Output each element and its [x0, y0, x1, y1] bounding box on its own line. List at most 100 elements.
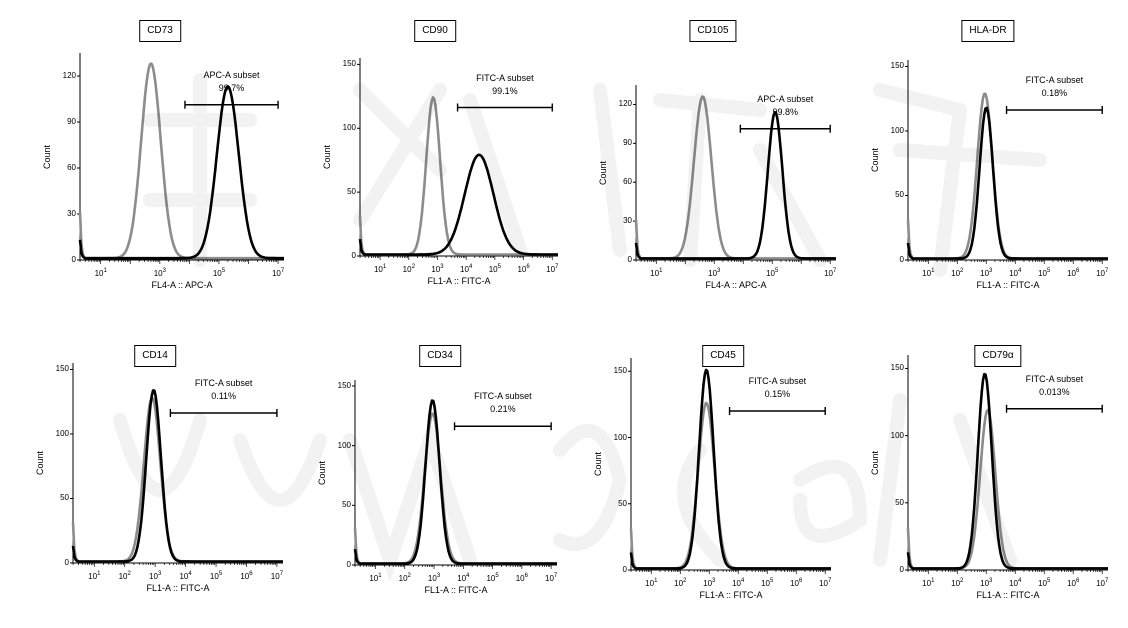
- x-tick-exponent: 1: [931, 268, 935, 274]
- gate-name: FITC-A subset: [1025, 75, 1084, 85]
- x-tick-exponent: 7: [553, 573, 558, 579]
- x-tick-label: 104: [457, 573, 470, 583]
- x-tick-exponent: 5: [1047, 578, 1051, 584]
- y-tick-label: 0: [899, 565, 904, 574]
- x-tick-label: 107: [545, 573, 558, 583]
- histogram-control: [353, 412, 557, 565]
- x-tick-label: 106: [240, 571, 253, 581]
- x-axis-label: FL1-A :: FITC-A: [427, 276, 491, 286]
- x-tick-exponent: 3: [162, 268, 166, 274]
- gate-name: FITC-A subset: [474, 391, 532, 402]
- x-tick-label: 106: [1067, 578, 1080, 588]
- y-tick-label: 0: [64, 558, 69, 567]
- x-tick-label: 107: [546, 264, 559, 274]
- x-tick-label: 103: [431, 264, 444, 274]
- gate-percentage: 0.11%: [211, 391, 237, 401]
- y-tick-label: 90: [623, 138, 632, 148]
- x-tick-exponent: 1: [931, 578, 935, 584]
- x-tick-exponent: 3: [989, 268, 993, 274]
- y-tick-label: 0: [627, 255, 632, 264]
- x-tick-exponent: 1: [654, 578, 658, 584]
- plot-svg: [628, 358, 832, 574]
- x-tick-label: 101: [94, 268, 107, 278]
- gate-percentage: 99.7%: [218, 82, 245, 93]
- x-tick-label: 103: [153, 268, 166, 278]
- x-tick-label: 103: [980, 268, 993, 278]
- histogram-sample: [629, 368, 832, 570]
- y-tick-label: 120: [618, 99, 632, 109]
- x-tick-exponent: 7: [555, 264, 559, 270]
- panel-title: CD105: [689, 20, 737, 42]
- gate-name: FITC-A subset: [748, 376, 807, 386]
- gate-name: APC-A subset: [203, 69, 260, 80]
- x-tick-exponent: 6: [798, 578, 803, 584]
- plot-svg: [357, 58, 559, 260]
- y-tick-label: 150: [337, 380, 351, 390]
- x-tick-exponent: 2: [960, 578, 964, 584]
- y-axis-label: Count: [870, 147, 880, 172]
- x-tick-exponent: 3: [712, 578, 716, 584]
- y-tick-label: 100: [337, 440, 351, 450]
- panel-title: HLA-DR: [961, 20, 1015, 42]
- x-tick-label: 101: [645, 578, 658, 588]
- y-tick-label: 150: [890, 363, 904, 373]
- x-tick-label: 102: [118, 571, 131, 581]
- x-tick-label: 106: [1067, 268, 1080, 278]
- histogram-sample: [906, 372, 1109, 570]
- x-tick-exponent: 4: [741, 578, 745, 584]
- x-tick-label: 104: [1009, 268, 1022, 278]
- x-tick-label: 101: [373, 264, 387, 274]
- y-tick-label: 100: [342, 123, 356, 133]
- plot-svg: [633, 85, 837, 264]
- y-tick-label: 50: [342, 500, 351, 510]
- x-tick-exponent: 3: [436, 573, 441, 579]
- x-tick-exponent: 5: [218, 571, 223, 577]
- x-tick-exponent: 7: [832, 268, 837, 274]
- y-tick-label: 50: [895, 190, 904, 200]
- y-tick-label: 50: [618, 498, 627, 508]
- y-tick-label: 60: [67, 163, 76, 172]
- x-tick-exponent: 1: [103, 268, 107, 274]
- gate-percentage: 0.18%: [1041, 88, 1068, 98]
- x-tick-exponent: 7: [1104, 268, 1109, 274]
- plot-svg: [352, 380, 557, 569]
- x-tick-label: 104: [179, 571, 192, 581]
- x-tick-label: 103: [427, 573, 441, 583]
- x-tick-exponent: 4: [1018, 578, 1022, 584]
- y-axis-label: Count: [322, 144, 332, 169]
- y-tick-label: 100: [55, 428, 69, 438]
- x-tick-exponent: 6: [526, 264, 530, 270]
- histogram-control: [71, 396, 283, 563]
- x-tick-exponent: 7: [827, 578, 832, 584]
- y-tick-label: 50: [895, 497, 904, 507]
- y-tick-label: 50: [347, 187, 356, 197]
- panel-title: CD73: [139, 20, 181, 42]
- x-tick-label: 106: [515, 573, 528, 583]
- x-tick-label: 107: [819, 578, 832, 588]
- gate-percentage: 0.15%: [764, 389, 791, 399]
- x-tick-exponent: 4: [188, 571, 192, 577]
- x-tick-exponent: 7: [279, 571, 284, 577]
- x-axis-label: FL1-A :: FITC-A: [976, 590, 1040, 600]
- y-axis-label: Count: [42, 144, 52, 169]
- x-tick-exponent: 1: [378, 573, 382, 579]
- y-axis-label: Count: [317, 460, 327, 485]
- histogram-control: [78, 62, 284, 260]
- plot-svg: [70, 363, 283, 567]
- plot-svg: [77, 53, 284, 264]
- histogram-control: [634, 95, 837, 260]
- panel-cd79α: 0 50 100 150 101 102 103 104 105 106 107 FITC-A sub…: [848, 330, 1128, 620]
- x-tick-exponent: 1: [97, 571, 101, 577]
- x-tick-exponent: 4: [1018, 268, 1022, 274]
- x-tick-exponent: 5: [495, 573, 499, 579]
- x-tick-exponent: 5: [221, 268, 226, 274]
- x-tick-label: 106: [790, 578, 803, 588]
- x-tick-exponent: 6: [249, 571, 253, 577]
- panel-title: CD90: [414, 20, 456, 42]
- panel-cd105: 0 30 60 90 120 101 103 105 107 APC-A subset 99.8% C…: [568, 5, 856, 310]
- x-tick-label: 101: [922, 268, 935, 278]
- gate-percentage: 99.8%: [772, 106, 799, 117]
- x-tick-exponent: 2: [960, 268, 964, 274]
- x-tick-exponent: 3: [989, 578, 993, 584]
- plot-svg: [905, 60, 1109, 264]
